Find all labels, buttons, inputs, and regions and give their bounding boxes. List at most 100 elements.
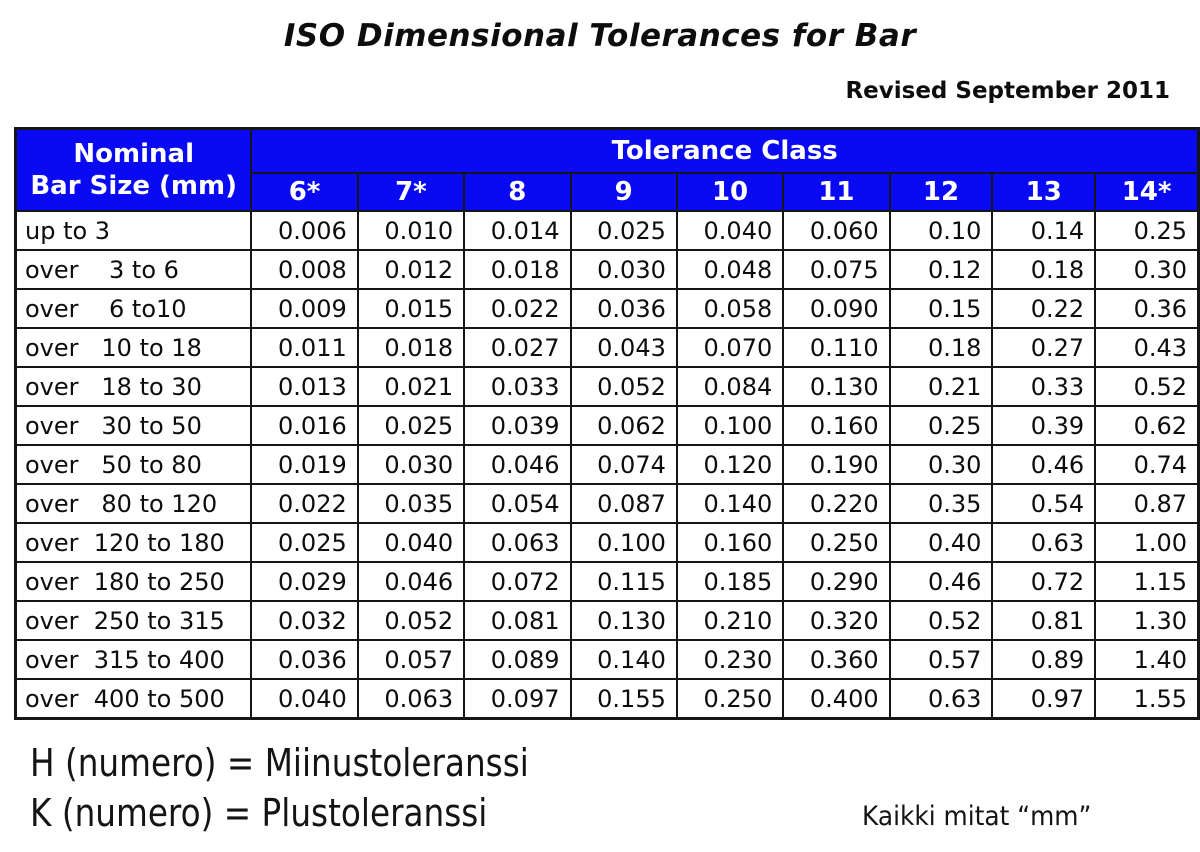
tolerance-value: 0.115 bbox=[569, 561, 678, 602]
tolerance-value: 0.025 bbox=[356, 405, 466, 446]
tolerance-value: 0.250 bbox=[675, 678, 785, 720]
table-row: over 3 to 6 0.008 0.012 0.018 0.030 0.048 0.07… bbox=[14, 249, 1200, 290]
tolerance-value: 0.290 bbox=[782, 561, 891, 602]
tolerance-value: 0.048 bbox=[675, 249, 785, 290]
tolerance-value: 0.100 bbox=[675, 405, 785, 446]
tolerance-value: 0.075 bbox=[782, 249, 891, 290]
tolerance-value: 0.021 bbox=[356, 366, 466, 407]
tolerance-value: 0.81 bbox=[991, 600, 1097, 641]
table-row: over 80 to 120 0.022 0.035 0.054 0.087 0.140 0… bbox=[14, 483, 1200, 524]
tolerance-value: 0.35 bbox=[888, 483, 994, 524]
tolerance-value: 1.55 bbox=[1094, 678, 1200, 720]
tolerance-value: 0.320 bbox=[782, 600, 891, 641]
tolerance-value: 0.63 bbox=[888, 678, 994, 720]
tolerance-value: 0.43 bbox=[1094, 327, 1200, 368]
tolerance-value: 0.63 bbox=[991, 522, 1097, 563]
tolerance-value: 0.063 bbox=[463, 522, 572, 563]
tolerance-value: 0.130 bbox=[569, 600, 678, 641]
tolerance-value: 0.360 bbox=[782, 639, 891, 680]
legend-h-line: H (numero) = Miinustoleranssi bbox=[30, 741, 529, 785]
tolerance-value: 0.027 bbox=[463, 327, 572, 368]
tolerance-value: 0.063 bbox=[356, 678, 466, 720]
tolerance-class-label-14star: 14* bbox=[1094, 172, 1200, 212]
tolerance-class-label-9: 9 bbox=[569, 172, 678, 212]
tolerance-value: 0.400 bbox=[782, 678, 891, 720]
tolerance-value: 0.008 bbox=[250, 249, 359, 290]
tolerance-value: 0.009 bbox=[250, 288, 359, 329]
tolerance-value: 0.36 bbox=[1094, 288, 1200, 329]
table-row: over 18 to 30 0.013 0.021 0.033 0.052 0.084 0.… bbox=[14, 366, 1200, 407]
tolerance-value: 0.035 bbox=[356, 483, 466, 524]
tolerance-value: 0.89 bbox=[991, 639, 1097, 680]
tolerance-value: 1.40 bbox=[1094, 639, 1200, 680]
tolerance-value: 0.019 bbox=[250, 444, 359, 485]
tolerance-class-label-12: 12 bbox=[888, 172, 994, 212]
revision-note: Revised September 2011 bbox=[845, 78, 1170, 104]
tolerance-class-label-13: 13 bbox=[991, 172, 1097, 212]
tolerance-value: 0.22 bbox=[991, 288, 1097, 329]
table-body: up to 3 0.006 0.010 0.014 0.025 0.040 0.060 0.1… bbox=[14, 210, 1200, 720]
table-row: over 250 to 315 0.032 0.052 0.081 0.130 0.210… bbox=[14, 600, 1200, 641]
tolerance-value: 0.52 bbox=[1094, 366, 1200, 407]
tolerance-value: 0.110 bbox=[782, 327, 891, 368]
tolerance-value: 0.084 bbox=[675, 366, 785, 407]
tolerance-value: 0.058 bbox=[675, 288, 785, 329]
table-row: over 50 to 80 0.019 0.030 0.046 0.074 0.120 0.… bbox=[14, 444, 1200, 485]
tolerance-value: 0.18 bbox=[991, 249, 1097, 290]
units-note: Kaikki mitat “mm” bbox=[862, 801, 1092, 832]
tolerance-value: 0.030 bbox=[569, 249, 678, 290]
row-label: over 18 to 30 bbox=[14, 366, 253, 407]
tolerance-value: 0.190 bbox=[782, 444, 891, 485]
tolerance-class-header: Tolerance Class bbox=[250, 127, 1200, 174]
tolerance-value: 0.140 bbox=[675, 483, 785, 524]
tolerance-value: 0.250 bbox=[782, 522, 891, 563]
tolerance-value: 0.060 bbox=[782, 210, 891, 251]
tolerance-value: 0.14 bbox=[991, 210, 1097, 251]
table-row: over 30 to 50 0.016 0.025 0.039 0.062 0.100 0.… bbox=[14, 405, 1200, 446]
tolerance-value: 0.185 bbox=[675, 561, 785, 602]
tolerance-value: 0.015 bbox=[356, 288, 466, 329]
tolerance-value: 0.46 bbox=[888, 561, 994, 602]
legend-k-line: K (numero) = Plustoleranssi bbox=[30, 791, 488, 835]
tolerance-value: 0.230 bbox=[675, 639, 785, 680]
tolerance-value: 0.029 bbox=[250, 561, 359, 602]
row-label: over 3 to 6 bbox=[14, 249, 253, 290]
tolerance-class-label-11: 11 bbox=[782, 172, 891, 212]
table-row: over 315 to 400 0.036 0.057 0.089 0.140 0.230… bbox=[14, 639, 1200, 680]
tolerance-value: 0.220 bbox=[782, 483, 891, 524]
tolerance-value: 0.030 bbox=[356, 444, 466, 485]
tolerance-class-label-7star: 7* bbox=[356, 172, 466, 212]
tolerance-value: 1.00 bbox=[1094, 522, 1200, 563]
tolerance-value: 0.87 bbox=[1094, 483, 1200, 524]
row-label: up to 3 bbox=[14, 210, 253, 251]
tolerance-value: 0.040 bbox=[356, 522, 466, 563]
tolerance-value: 0.090 bbox=[782, 288, 891, 329]
table-row: over 10 to 18 0.011 0.018 0.027 0.043 0.070 0.… bbox=[14, 327, 1200, 368]
table-row: over 400 to 500 0.040 0.063 0.097 0.155 0.250… bbox=[14, 678, 1200, 720]
tolerance-value: 0.016 bbox=[250, 405, 359, 446]
tolerance-value: 0.036 bbox=[250, 639, 359, 680]
tolerance-value: 0.12 bbox=[888, 249, 994, 290]
tolerance-value: 0.022 bbox=[250, 483, 359, 524]
table-row: up to 3 0.006 0.010 0.014 0.025 0.040 0.060 0.1… bbox=[14, 210, 1200, 251]
tolerance-value: 0.040 bbox=[675, 210, 785, 251]
tolerance-value: 0.046 bbox=[463, 444, 572, 485]
row-label: over 10 to 18 bbox=[14, 327, 253, 368]
tolerance-value: 0.089 bbox=[463, 639, 572, 680]
page-title: ISO Dimensional Tolerances for Bar bbox=[283, 18, 917, 54]
header-row-top: Nominal Bar Size (mm) Tolerance Class bbox=[14, 127, 1200, 212]
tolerance-class-label-8: 8 bbox=[463, 172, 572, 212]
tolerance-value: 0.036 bbox=[569, 288, 678, 329]
table-row: over 6 to10 0.009 0.015 0.022 0.036 0.058 0.09… bbox=[14, 288, 1200, 329]
tolerance-value: 0.72 bbox=[991, 561, 1097, 602]
tolerance-value: 0.25 bbox=[888, 405, 994, 446]
tolerance-value: 0.074 bbox=[569, 444, 678, 485]
tolerance-value: 0.10 bbox=[888, 210, 994, 251]
nominal-header-line2: Bar Size (mm) bbox=[30, 171, 238, 201]
tolerance-value: 0.043 bbox=[569, 327, 678, 368]
tolerance-value: 0.022 bbox=[463, 288, 572, 329]
tolerance-value: 0.46 bbox=[991, 444, 1097, 485]
tolerance-class-label-6star: 6* bbox=[250, 172, 359, 212]
tolerance-value: 0.032 bbox=[250, 600, 359, 641]
nominal-bar-size-header: Nominal Bar Size (mm) bbox=[14, 127, 253, 212]
